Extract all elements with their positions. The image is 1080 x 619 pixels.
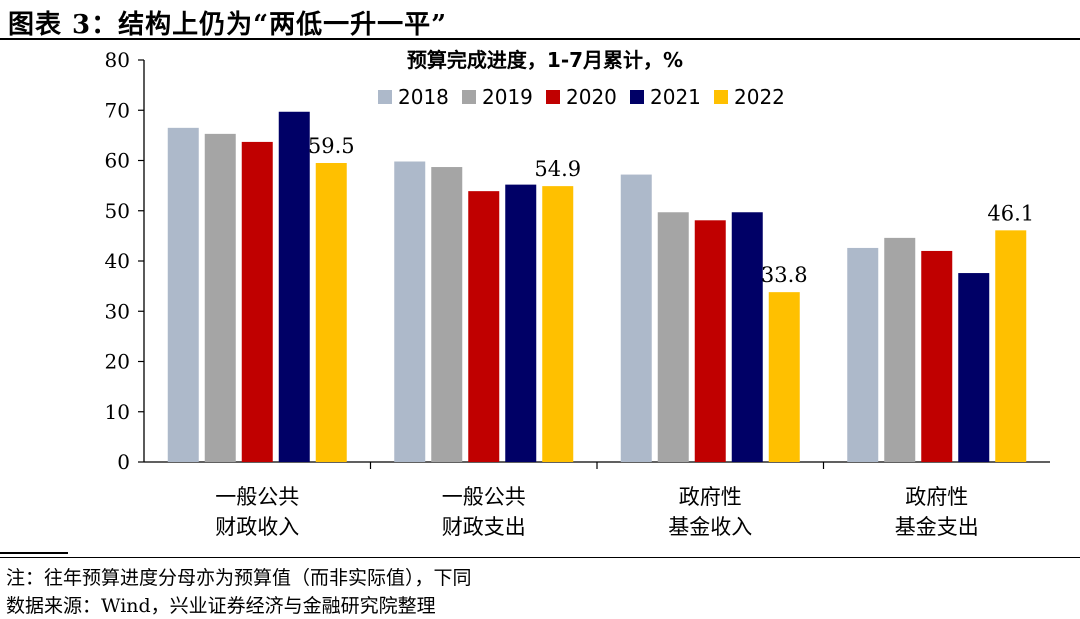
category-label: 财政收入 [215, 515, 299, 539]
bar-2022-cat2 [542, 186, 574, 462]
y-tick-label: 40 [105, 249, 130, 273]
y-tick-label: 50 [105, 199, 130, 223]
bar-2020-cat2 [468, 191, 500, 462]
bars-layer [167, 111, 1027, 463]
y-tick-label: 30 [105, 299, 130, 323]
bar-2018-cat1 [167, 127, 199, 463]
bar-2018-cat4 [847, 247, 879, 462]
category-label: 一般公共 [442, 485, 526, 509]
bar-2021-cat3 [731, 212, 763, 462]
data-source: 数据来源：Wind，兴业证券经济与金融研究院整理 [6, 595, 436, 617]
category-label: 基金支出 [895, 515, 979, 539]
legend-label-2019: 2019 [482, 85, 533, 109]
bar-2018-cat2 [394, 161, 426, 462]
legend-swatch-2022 [714, 90, 728, 104]
bar-2021-cat4 [958, 273, 990, 462]
bar-2020-cat3 [694, 220, 726, 462]
footnote: 注：往年预算进度分母亦为预算值（而非实际值），下同 [6, 567, 472, 589]
legend-swatch-2019 [462, 90, 476, 104]
legend-label-2021: 2021 [650, 85, 701, 109]
legend-swatch-2018 [378, 90, 392, 104]
bar-2022-cat4 [995, 230, 1027, 462]
legend-swatch-2021 [630, 90, 644, 104]
legend: 2018 2019 2020 2021 2022 [378, 85, 785, 109]
note-rule [0, 552, 68, 554]
bar-2022-cat1 [315, 163, 347, 462]
data-label: 59.5 [308, 134, 355, 158]
category-label: 一般公共 [215, 485, 299, 509]
data-label: 46.1 [987, 201, 1034, 225]
category-label: 政府性 [679, 485, 742, 509]
chart-title: 预算完成进度，1-7月累计，% [407, 48, 683, 72]
data-label: 33.8 [761, 263, 808, 287]
legend-label-2022: 2022 [734, 85, 785, 109]
legend-label-2018: 2018 [398, 85, 449, 109]
data-label: 54.9 [534, 157, 581, 181]
bar-2018-cat3 [620, 174, 652, 462]
bar-2021-cat1 [278, 111, 310, 462]
y-tick-label: 60 [105, 149, 130, 173]
y-tick-label: 80 [105, 48, 130, 72]
legend-swatch-2020 [546, 90, 560, 104]
category-label: 基金收入 [668, 515, 752, 539]
bar-2019-cat4 [884, 237, 916, 462]
y-tick-label: 10 [105, 400, 130, 424]
bottom-rule [0, 557, 1080, 558]
bar-2019-cat1 [204, 133, 236, 462]
y-tick-label: 70 [105, 98, 130, 122]
category-label: 政府性 [905, 485, 968, 509]
category-label: 财政支出 [442, 515, 526, 539]
bar-2020-cat1 [241, 141, 273, 462]
bar-2022-cat3 [768, 292, 800, 462]
bar-2021-cat2 [505, 184, 537, 462]
bar-2019-cat2 [431, 167, 463, 462]
y-tick-label: 20 [105, 350, 130, 374]
bar-2019-cat3 [657, 212, 689, 462]
figure-title: 图表 3：结构上仍为“两低一升一平” [8, 10, 448, 40]
title-rule [0, 38, 1080, 40]
y-tick-label: 0 [117, 450, 130, 474]
bar-2020-cat4 [921, 250, 953, 462]
legend-label-2020: 2020 [566, 85, 617, 109]
